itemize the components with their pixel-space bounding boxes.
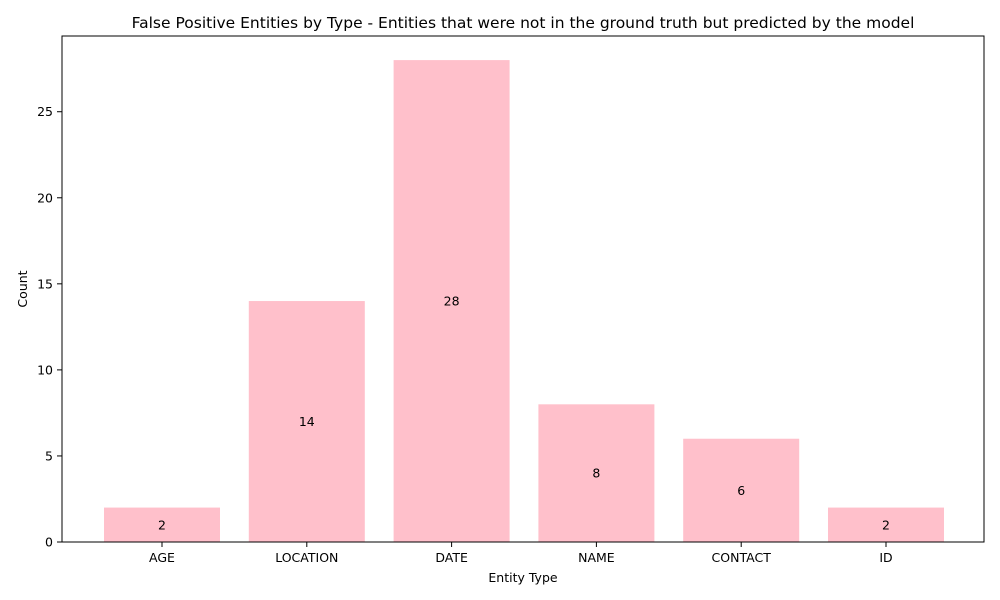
data-label-name: 8 — [592, 466, 600, 481]
x-tick-label-date: DATE — [435, 550, 468, 565]
data-label-age: 2 — [158, 517, 166, 532]
y-tick-label-5: 5 — [45, 448, 53, 463]
y-axis-label: Count — [15, 270, 30, 307]
bar-name — [538, 404, 655, 542]
data-label-location: 14 — [299, 414, 315, 429]
y-tick-label-10: 10 — [37, 362, 53, 377]
x-tick-label-id: ID — [879, 550, 892, 565]
y-tick-label-0: 0 — [45, 535, 53, 550]
bar-id — [828, 507, 944, 542]
x-axis-label: Entity Type — [488, 570, 557, 585]
data-label-id: 2 — [882, 517, 890, 532]
data-label-date: 28 — [444, 294, 460, 309]
plot-frame — [61, 35, 985, 543]
y-tick-label-15: 15 — [37, 276, 53, 291]
bar-contact — [683, 438, 800, 542]
data-labels-layer: 2 14 28 8 6 2 — [158, 294, 890, 533]
y-axis: 0 5 10 15 20 25 — [37, 104, 62, 550]
data-label-contact: 6 — [737, 483, 745, 498]
x-tick-label-contact: CONTACT — [712, 550, 772, 565]
x-tick-label-name: NAME — [578, 550, 615, 565]
x-tick-label-age: AGE — [149, 550, 175, 565]
x-tick-label-location: LOCATION — [275, 550, 338, 565]
x-axis: AGE LOCATION DATE NAME CONTACT ID — [149, 542, 893, 565]
bars-layer — [104, 60, 944, 542]
y-tick-label-25: 25 — [37, 104, 53, 119]
bar-location — [248, 301, 365, 542]
y-tick-label-20: 20 — [37, 190, 53, 205]
bar-age — [104, 507, 220, 542]
chart-title: False Positive Entities by Type - Entiti… — [132, 14, 915, 32]
bar-date — [393, 60, 510, 542]
